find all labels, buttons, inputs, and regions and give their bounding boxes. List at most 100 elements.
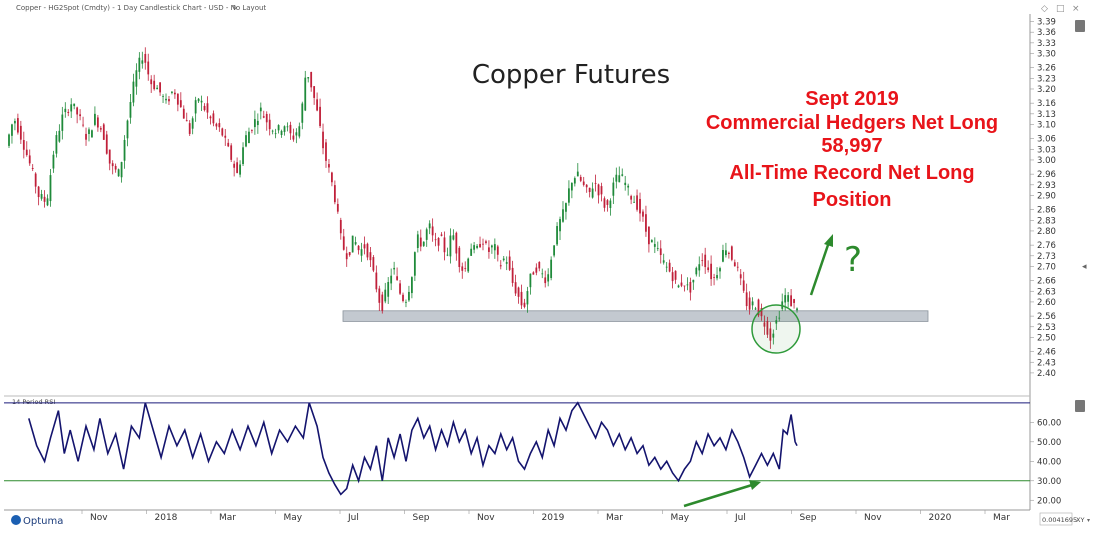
- candle-body: [108, 149, 111, 164]
- candle-body: [22, 140, 25, 150]
- candle-body: [245, 135, 247, 147]
- candle-body: [292, 135, 295, 140]
- candle-body: [221, 128, 224, 136]
- candle-body: [310, 71, 313, 88]
- candle-body: [230, 145, 233, 160]
- price-tick-label: 3.36: [1037, 28, 1056, 38]
- candle-body: [754, 308, 757, 310]
- candle-body: [58, 130, 61, 142]
- candle-body: [43, 196, 46, 202]
- candle-body: [452, 235, 455, 240]
- candle-body: [336, 203, 339, 212]
- candle-body: [733, 262, 736, 267]
- maximize-icon[interactable]: □: [1056, 4, 1065, 14]
- price-tick-label: 2.73: [1037, 252, 1056, 262]
- candle-body: [745, 292, 748, 307]
- candle-body: [707, 267, 710, 271]
- restore-icon[interactable]: ◇: [1041, 4, 1048, 14]
- annotation-line-5: Position: [813, 189, 892, 211]
- xy-toggle[interactable]: XY: [1076, 516, 1084, 524]
- price-tick-label: 3.30: [1037, 49, 1056, 59]
- dropdown-icon[interactable]: ▾: [1087, 517, 1090, 524]
- candle-body: [256, 120, 259, 126]
- candle-body: [88, 129, 90, 135]
- support-band-rect: [342, 310, 929, 322]
- candle-body: [742, 280, 745, 291]
- candle-body: [665, 266, 668, 268]
- candle-body: [630, 196, 633, 200]
- x-tick-label: Mar: [993, 513, 1010, 523]
- edit-icon[interactable]: ✎: [232, 4, 238, 12]
- price-tick-label: 2.96: [1037, 170, 1056, 180]
- candle-body: [748, 297, 751, 310]
- candle-body: [642, 211, 644, 217]
- x-tick-label: Nov: [477, 513, 495, 523]
- candle-body: [511, 267, 514, 283]
- candle-body: [387, 282, 390, 297]
- candle-body: [606, 200, 609, 205]
- candle-body: [449, 235, 452, 257]
- x-axis-ticks: Nov 2018 Mar May Jul Sep Nov 2019 Mar May Jul Sep No…: [81, 510, 1010, 523]
- candle-body: [132, 81, 135, 103]
- candle-body: [73, 103, 76, 107]
- candle-body: [443, 237, 446, 253]
- rsi-y-ticks: 60.00 50.00 40.00 30.00 20.00: [1030, 418, 1061, 506]
- candle-body: [378, 288, 381, 303]
- x-tick-label: May: [284, 513, 303, 523]
- candle-body: [405, 301, 407, 303]
- x-tick-label: Jul: [347, 513, 359, 523]
- candle-body: [763, 322, 766, 327]
- candle-body: [739, 274, 742, 279]
- candle-body: [354, 242, 357, 245]
- candles-group: [8, 47, 798, 349]
- candle-body: [499, 265, 502, 267]
- candle-body: [126, 120, 129, 139]
- candle-body: [713, 277, 715, 278]
- candle-body: [582, 181, 585, 185]
- candle-body: [695, 267, 698, 275]
- lock-icon[interactable]: [1075, 20, 1085, 32]
- candle-body: [600, 186, 603, 195]
- candle-body: [342, 236, 345, 250]
- candle-body: [591, 188, 594, 198]
- candle-body: [772, 333, 775, 338]
- candle-body: [458, 247, 461, 267]
- candle-body: [686, 284, 689, 286]
- candle-body: [301, 103, 304, 123]
- price-panel: [4, 14, 1030, 394]
- close-icon[interactable]: ×: [1072, 4, 1080, 14]
- price-tick-label: 2.60: [1037, 298, 1056, 308]
- candle-body: [760, 308, 763, 317]
- x-tick-label: May: [671, 513, 690, 523]
- rsi-tick-label: 30.00: [1037, 477, 1061, 487]
- candle-body: [165, 98, 167, 101]
- candle-body: [624, 182, 627, 186]
- candle-body: [725, 250, 727, 256]
- candle-body: [553, 245, 555, 256]
- candle-body: [8, 134, 10, 146]
- candle-body: [535, 267, 538, 273]
- candle-body: [283, 126, 286, 132]
- price-tick-label: 2.63: [1037, 287, 1056, 297]
- lock-icon-rsi[interactable]: [1075, 400, 1085, 412]
- candle-body: [96, 117, 99, 128]
- candle-body: [141, 60, 144, 64]
- optuma-logo-icon: [11, 515, 21, 525]
- candle-body: [529, 273, 532, 288]
- window-controls[interactable]: ◇ □ ×: [1041, 4, 1080, 14]
- candle-body: [176, 93, 179, 105]
- candle-body: [467, 258, 470, 272]
- expand-icon[interactable]: ◂: [1082, 262, 1087, 272]
- candle-body: [304, 77, 307, 111]
- x-tick-label: Nov: [90, 513, 108, 523]
- candle-body: [28, 155, 31, 164]
- candle-body: [615, 174, 618, 182]
- candle-body: [322, 131, 324, 149]
- price-tick-label: 3.16: [1037, 99, 1056, 109]
- candle-body: [227, 142, 230, 147]
- candle-body: [757, 299, 760, 316]
- highlight-circle: [751, 304, 801, 354]
- candle-body: [576, 171, 579, 177]
- candle-body: [171, 91, 173, 93]
